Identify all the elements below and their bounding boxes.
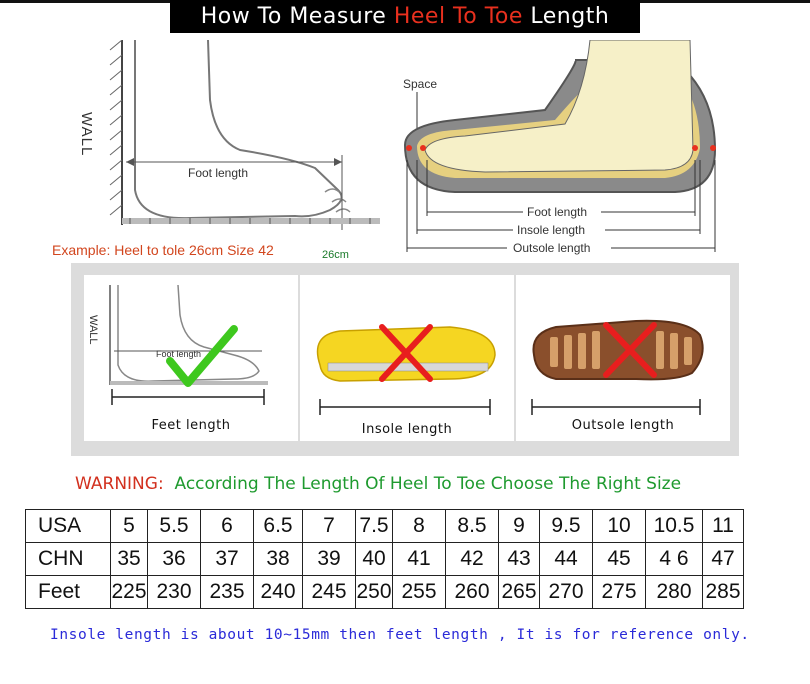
table-cell: 42 (445, 542, 499, 576)
table-cell: 37 (200, 542, 254, 576)
table-cell: 11 (702, 509, 744, 543)
table-cell: 35 (110, 542, 148, 576)
card-outsole-length-label: Outsole length (571, 418, 675, 433)
table-cell: 39 (302, 542, 356, 576)
row-header: Feet (25, 575, 111, 609)
example-text: Example: Heel to tole 26cm Size 42 (52, 242, 274, 258)
card-wall-label: WALL (87, 315, 99, 345)
cross-icon (603, 322, 657, 378)
table-cell: 275 (592, 575, 646, 609)
table-cell: 250 (355, 575, 393, 609)
table-cell: 41 (392, 542, 446, 576)
top-strip-right (640, 0, 810, 3)
table-cell: 10 (592, 509, 646, 543)
warning-message: According The Length Of Heel To Toe Choo… (174, 474, 682, 494)
card-insole-diagram (316, 324, 496, 415)
table-row: Feet 225 230 235 240 245 250 255 260 265 270 275 280… (25, 575, 744, 609)
title-part1: How To Measure (200, 4, 394, 29)
card-outsole-length: Outsole length (516, 275, 730, 441)
table-cell: 265 (498, 575, 540, 609)
table-cell: 285 (702, 575, 744, 609)
table-cell: 6.5 (253, 509, 303, 543)
table-cell: 240 (253, 575, 303, 609)
page-title: How To Measure Heel To Toe Length (170, 0, 640, 33)
check-icon (166, 325, 238, 387)
table-cell: 8.5 (445, 509, 499, 543)
table-cell: 260 (445, 575, 499, 609)
table-cell: 8 (392, 509, 446, 543)
shoe-cross-section-diagram: Space Foot length Insole length Outsole … (403, 40, 717, 255)
card-feet-length: WALL Foot length Feet length (84, 275, 298, 441)
shoe-insole-length-label: Insole length (517, 223, 585, 237)
table-row: CHN 35 36 37 38 39 40 41 42 43 44 45 4 6 47 (25, 542, 744, 576)
table-cell: 7.5 (355, 509, 393, 543)
foot-length-label: Foot length (188, 166, 248, 180)
table-row: USA 5 5.5 6 6.5 7 7.5 8 8.5 9 9.5 10 10.5 11 (25, 509, 744, 543)
table-cell: 44 (539, 542, 593, 576)
warning-prefix: WARNING: (75, 474, 164, 494)
title-part2: Length (522, 4, 610, 29)
table-cell: 230 (147, 575, 201, 609)
table-cell: 225 (110, 575, 148, 609)
table-cell: 9 (498, 509, 540, 543)
table-cell: 4 6 (645, 542, 703, 576)
space-label: Space (403, 77, 437, 91)
table-cell: 38 (253, 542, 303, 576)
foot-wall-diagram: WALL Foot length (80, 40, 380, 230)
cross-icon (379, 324, 433, 382)
wall-label: WALL (80, 112, 95, 156)
footnote: Insole length is about 10~15mm then feet… (50, 627, 750, 643)
table-cell: 43 (498, 542, 540, 576)
table-cell: 10.5 (645, 509, 703, 543)
card-foot-label: Foot length (156, 349, 201, 359)
table-cell: 7 (302, 509, 356, 543)
top-strip-left (0, 0, 170, 3)
table-cell: 255 (392, 575, 446, 609)
table-cell: 280 (645, 575, 703, 609)
card-outsole-diagram (531, 319, 704, 415)
table-cell: 9.5 (539, 509, 593, 543)
warning-line: WARNING: According The Length Of Heel To… (75, 474, 681, 494)
shoe-outsole-length-label: Outsole length (513, 241, 590, 255)
table-cell: 40 (355, 542, 393, 576)
size-chart-table: USA 5 5.5 6 6.5 7 7.5 8 8.5 9 9.5 10 10.5 11 CHN 35 36 37… (25, 509, 744, 609)
table-cell: 45 (592, 542, 646, 576)
table-cell: 6 (200, 509, 254, 543)
card-feet-length-label: Feet length (151, 418, 231, 433)
card-insole-length-label: Insole length (361, 422, 453, 437)
table-cell: 235 (200, 575, 254, 609)
shoe-foot-length-label: Foot length (527, 205, 587, 219)
table-cell: 5.5 (147, 509, 201, 543)
table-cell: 47 (702, 542, 744, 576)
row-header: USA (25, 509, 111, 543)
measure-mark-label: 26cm (322, 249, 349, 261)
table-cell: 270 (539, 575, 593, 609)
table-cell: 5 (110, 509, 148, 543)
table-cell: 245 (302, 575, 356, 609)
card-foot-diagram: WALL Foot length (87, 284, 268, 405)
row-header: CHN (25, 542, 111, 576)
title-highlight: Heel To Toe (393, 4, 523, 29)
card-insole-length: Insole length (300, 275, 514, 441)
table-cell: 36 (147, 542, 201, 576)
